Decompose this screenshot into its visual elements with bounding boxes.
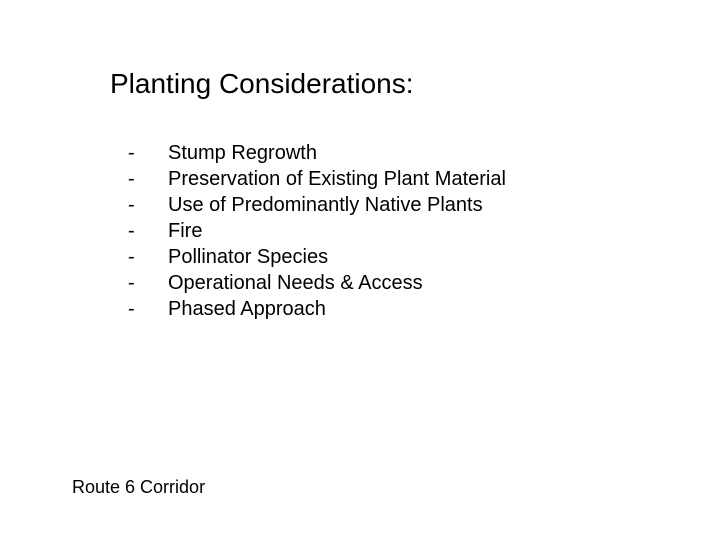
list-item-label: Phased Approach	[168, 296, 326, 322]
list-item-label: Use of Predominantly Native Plants	[168, 192, 483, 218]
list-item: - Phased Approach	[128, 296, 506, 322]
list-item-label: Pollinator Species	[168, 244, 328, 270]
slide-title: Planting Considerations:	[110, 68, 414, 100]
slide: Planting Considerations: - Stump Regrowt…	[0, 0, 720, 540]
bullet-icon: -	[128, 192, 168, 218]
list-item: - Operational Needs & Access	[128, 270, 506, 296]
list-item: - Use of Predominantly Native Plants	[128, 192, 506, 218]
list-item-label: Operational Needs & Access	[168, 270, 423, 296]
list-item-label: Fire	[168, 218, 202, 244]
list-item: - Pollinator Species	[128, 244, 506, 270]
list-item: - Fire	[128, 218, 506, 244]
list-item-label: Stump Regrowth	[168, 140, 317, 166]
list-item-label: Preservation of Existing Plant Material	[168, 166, 506, 192]
footer-text: Route 6 Corridor	[72, 477, 205, 498]
bullet-icon: -	[128, 218, 168, 244]
bullet-icon: -	[128, 270, 168, 296]
bullet-icon: -	[128, 244, 168, 270]
list-item: - Preservation of Existing Plant Materia…	[128, 166, 506, 192]
bullet-icon: -	[128, 296, 168, 322]
considerations-list: - Stump Regrowth - Preservation of Exist…	[128, 140, 506, 322]
bullet-icon: -	[128, 166, 168, 192]
list-item: - Stump Regrowth	[128, 140, 506, 166]
bullet-icon: -	[128, 140, 168, 166]
